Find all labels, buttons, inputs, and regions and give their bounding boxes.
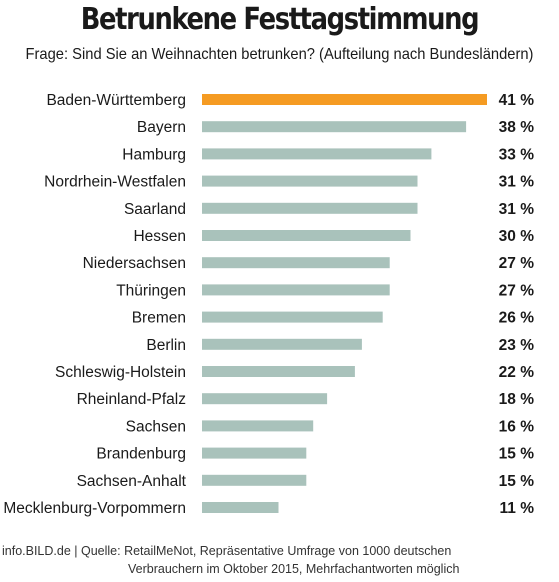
- category-label-nordrhein-westfalen: Nordrhein-Westfalen: [44, 174, 186, 191]
- category-label-mecklenburg-vorpommern: Mecklenburg-Vorpommern: [3, 500, 186, 517]
- category-label-niedersachsen: Niedersachsen: [83, 255, 186, 272]
- category-label-sachsen-anhalt: Sachsen-Anhalt: [77, 473, 187, 490]
- value-label-bremen: 26 %: [499, 310, 535, 327]
- value-label-saarland: 31 %: [499, 201, 535, 218]
- category-label-baden-wuerttemberg: Baden-Württemberg: [46, 92, 186, 109]
- value-label-hessen: 30 %: [499, 228, 535, 245]
- value-label-brandenburg: 15 %: [499, 446, 535, 463]
- value-label-hamburg: 33 %: [499, 146, 535, 163]
- source-note-line-2: Verbrauchern im Oktober 2015, Mehrfachan…: [128, 562, 460, 576]
- value-label-mecklenburg-vorpommern: 11 %: [500, 500, 535, 517]
- value-label-bayern: 38 %: [499, 119, 535, 136]
- value-label-sachsen-anhalt: 15 %: [499, 473, 535, 490]
- chart-title: Betrunkene Festtagstimmung: [80, 2, 480, 37]
- bar-bremen: [202, 311, 383, 323]
- bar-hamburg: [202, 148, 432, 160]
- bar-chart: Baden-Württemberg 41 % Bayern 38 % Hamburg 33…: [3, 92, 535, 517]
- bar-niedersachsen: [202, 257, 390, 269]
- bar-brandenburg: [202, 447, 307, 459]
- bar-hessen: [202, 230, 411, 241]
- category-label-bayern: Bayern: [137, 119, 186, 136]
- value-label-thueringen: 27 %: [499, 282, 535, 299]
- category-label-hamburg: Hamburg: [122, 146, 186, 163]
- category-label-schleswig-holstein: Schleswig-Holstein: [55, 364, 186, 381]
- category-label-saarland: Saarland: [124, 201, 186, 218]
- category-label-bremen: Bremen: [132, 310, 186, 327]
- value-label-nordrhein-westfalen: 31 %: [499, 174, 535, 191]
- category-label-hessen: Hessen: [133, 228, 186, 245]
- category-label-berlin: Berlin: [146, 337, 186, 354]
- value-label-rheinland-pfalz: 18 %: [499, 391, 535, 408]
- value-label-sachsen: 16 %: [499, 418, 535, 435]
- bar-berlin: [202, 338, 362, 350]
- bar-bayern: [202, 121, 467, 133]
- bar-thueringen: [202, 284, 390, 296]
- category-label-rheinland-pfalz: Rheinland-Pfalz: [77, 391, 186, 408]
- value-label-berlin: 23 %: [499, 337, 535, 354]
- value-label-niedersachsen: 27 %: [499, 255, 535, 272]
- bar-mecklenburg-vorpommern: [202, 502, 279, 513]
- bar-saarland: [202, 202, 418, 214]
- chart-subtitle: Frage: Sind Sie an Weihnachten betrunken…: [25, 46, 534, 63]
- category-label-brandenburg: Brandenburg: [96, 446, 186, 463]
- category-label-thueringen: Thüringen: [116, 282, 186, 299]
- bar-sachsen: [202, 420, 314, 432]
- value-label-schleswig-holstein: 22 %: [499, 364, 535, 381]
- bar-baden-wuerttemberg: [202, 94, 487, 105]
- value-label-baden-wuerttemberg: 41 %: [499, 92, 535, 109]
- bar-schleswig-holstein: [202, 366, 355, 377]
- category-label-sachsen: Sachsen: [126, 418, 186, 435]
- bar-nordrhein-westfalen: [202, 175, 418, 187]
- source-note-line-1: info.BILD.de | Quelle: RetailMeNot, Repr…: [2, 544, 452, 558]
- bar-sachsen-anhalt: [202, 474, 307, 486]
- bar-rheinland-pfalz: [202, 393, 328, 405]
